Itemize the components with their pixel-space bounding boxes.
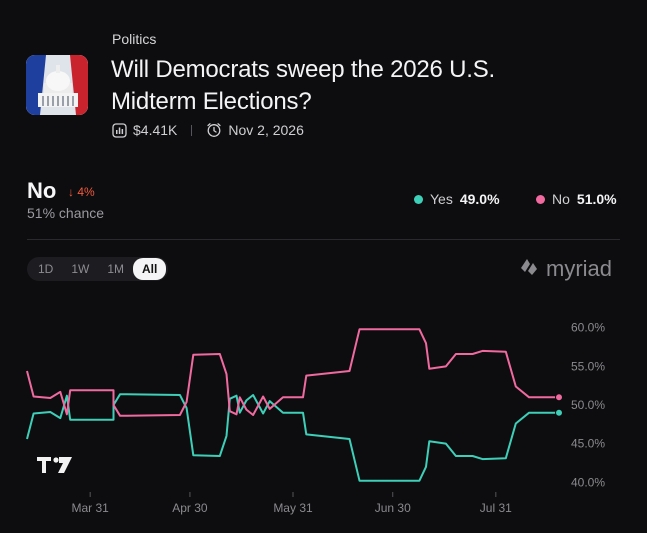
series-line-no <box>26 328 559 417</box>
bar-chart-icon <box>112 122 127 138</box>
y-tick-label: 45.0% <box>571 437 605 451</box>
range-all-button[interactable]: All <box>133 258 167 280</box>
outcome-chance: 51% chance <box>27 205 105 221</box>
brand-watermark: myriad <box>518 255 612 283</box>
myriad-logo-icon <box>518 255 540 283</box>
meta-separator <box>191 124 193 136</box>
leading-outcome: No <box>27 178 57 203</box>
header-divider <box>27 239 620 240</box>
market-meta: $4.41K Nov 2, 2026 <box>112 122 304 138</box>
range-1m-button[interactable]: 1M <box>107 262 125 276</box>
range-1w-button[interactable]: 1W <box>71 262 90 276</box>
series-end-point-no <box>555 393 563 402</box>
legend-yes: Yes 49.0% <box>414 191 500 207</box>
y-tick-label: 60.0% <box>571 321 605 335</box>
brand-name: myriad <box>546 256 613 281</box>
x-tick-label: May 31 <box>273 501 313 515</box>
y-tick-label: 55.0% <box>571 359 605 373</box>
market-end-date: Nov 2, 2026 <box>228 122 304 138</box>
market-category: Politics <box>112 31 157 47</box>
tradingview-logo <box>37 457 72 473</box>
alarm-clock-icon <box>206 122 222 138</box>
price-change: ↓ 4% <box>68 185 95 199</box>
legend-no-label: No <box>552 191 570 207</box>
market-thumbnail <box>26 55 88 115</box>
y-tick-label: 40.0% <box>571 475 605 489</box>
no-legend-dot <box>536 194 545 204</box>
x-tick-label: Jun 30 <box>375 501 411 515</box>
market-volume: $4.41K <box>133 122 178 138</box>
series-line-yes <box>26 393 559 482</box>
legend-yes-label: Yes <box>430 191 453 207</box>
range-1d-button[interactable]: 1D <box>38 262 54 276</box>
yes-legend-dot <box>414 194 423 204</box>
x-tick-label: Apr 30 <box>172 501 208 515</box>
x-tick-label: Mar 31 <box>71 501 109 515</box>
legend-yes-value: 49.0% <box>459 191 500 207</box>
time-range-selector: 1D 1W 1M All <box>27 257 169 281</box>
price-history-chart[interactable]: 60.0% 55.0% 50.0% 45.0% 40.0% Mar 31 Apr 30 May… <box>0 320 647 533</box>
legend-no-value: 51.0% <box>576 191 617 207</box>
y-tick-label: 50.0% <box>571 398 605 412</box>
legend-no: No 51.0% <box>536 191 617 207</box>
x-tick-label: Jul 31 <box>480 501 512 515</box>
market-title: Will Democrats sweep the 2026 U.S. Midte… <box>111 56 496 115</box>
series-end-point-yes <box>555 408 563 417</box>
